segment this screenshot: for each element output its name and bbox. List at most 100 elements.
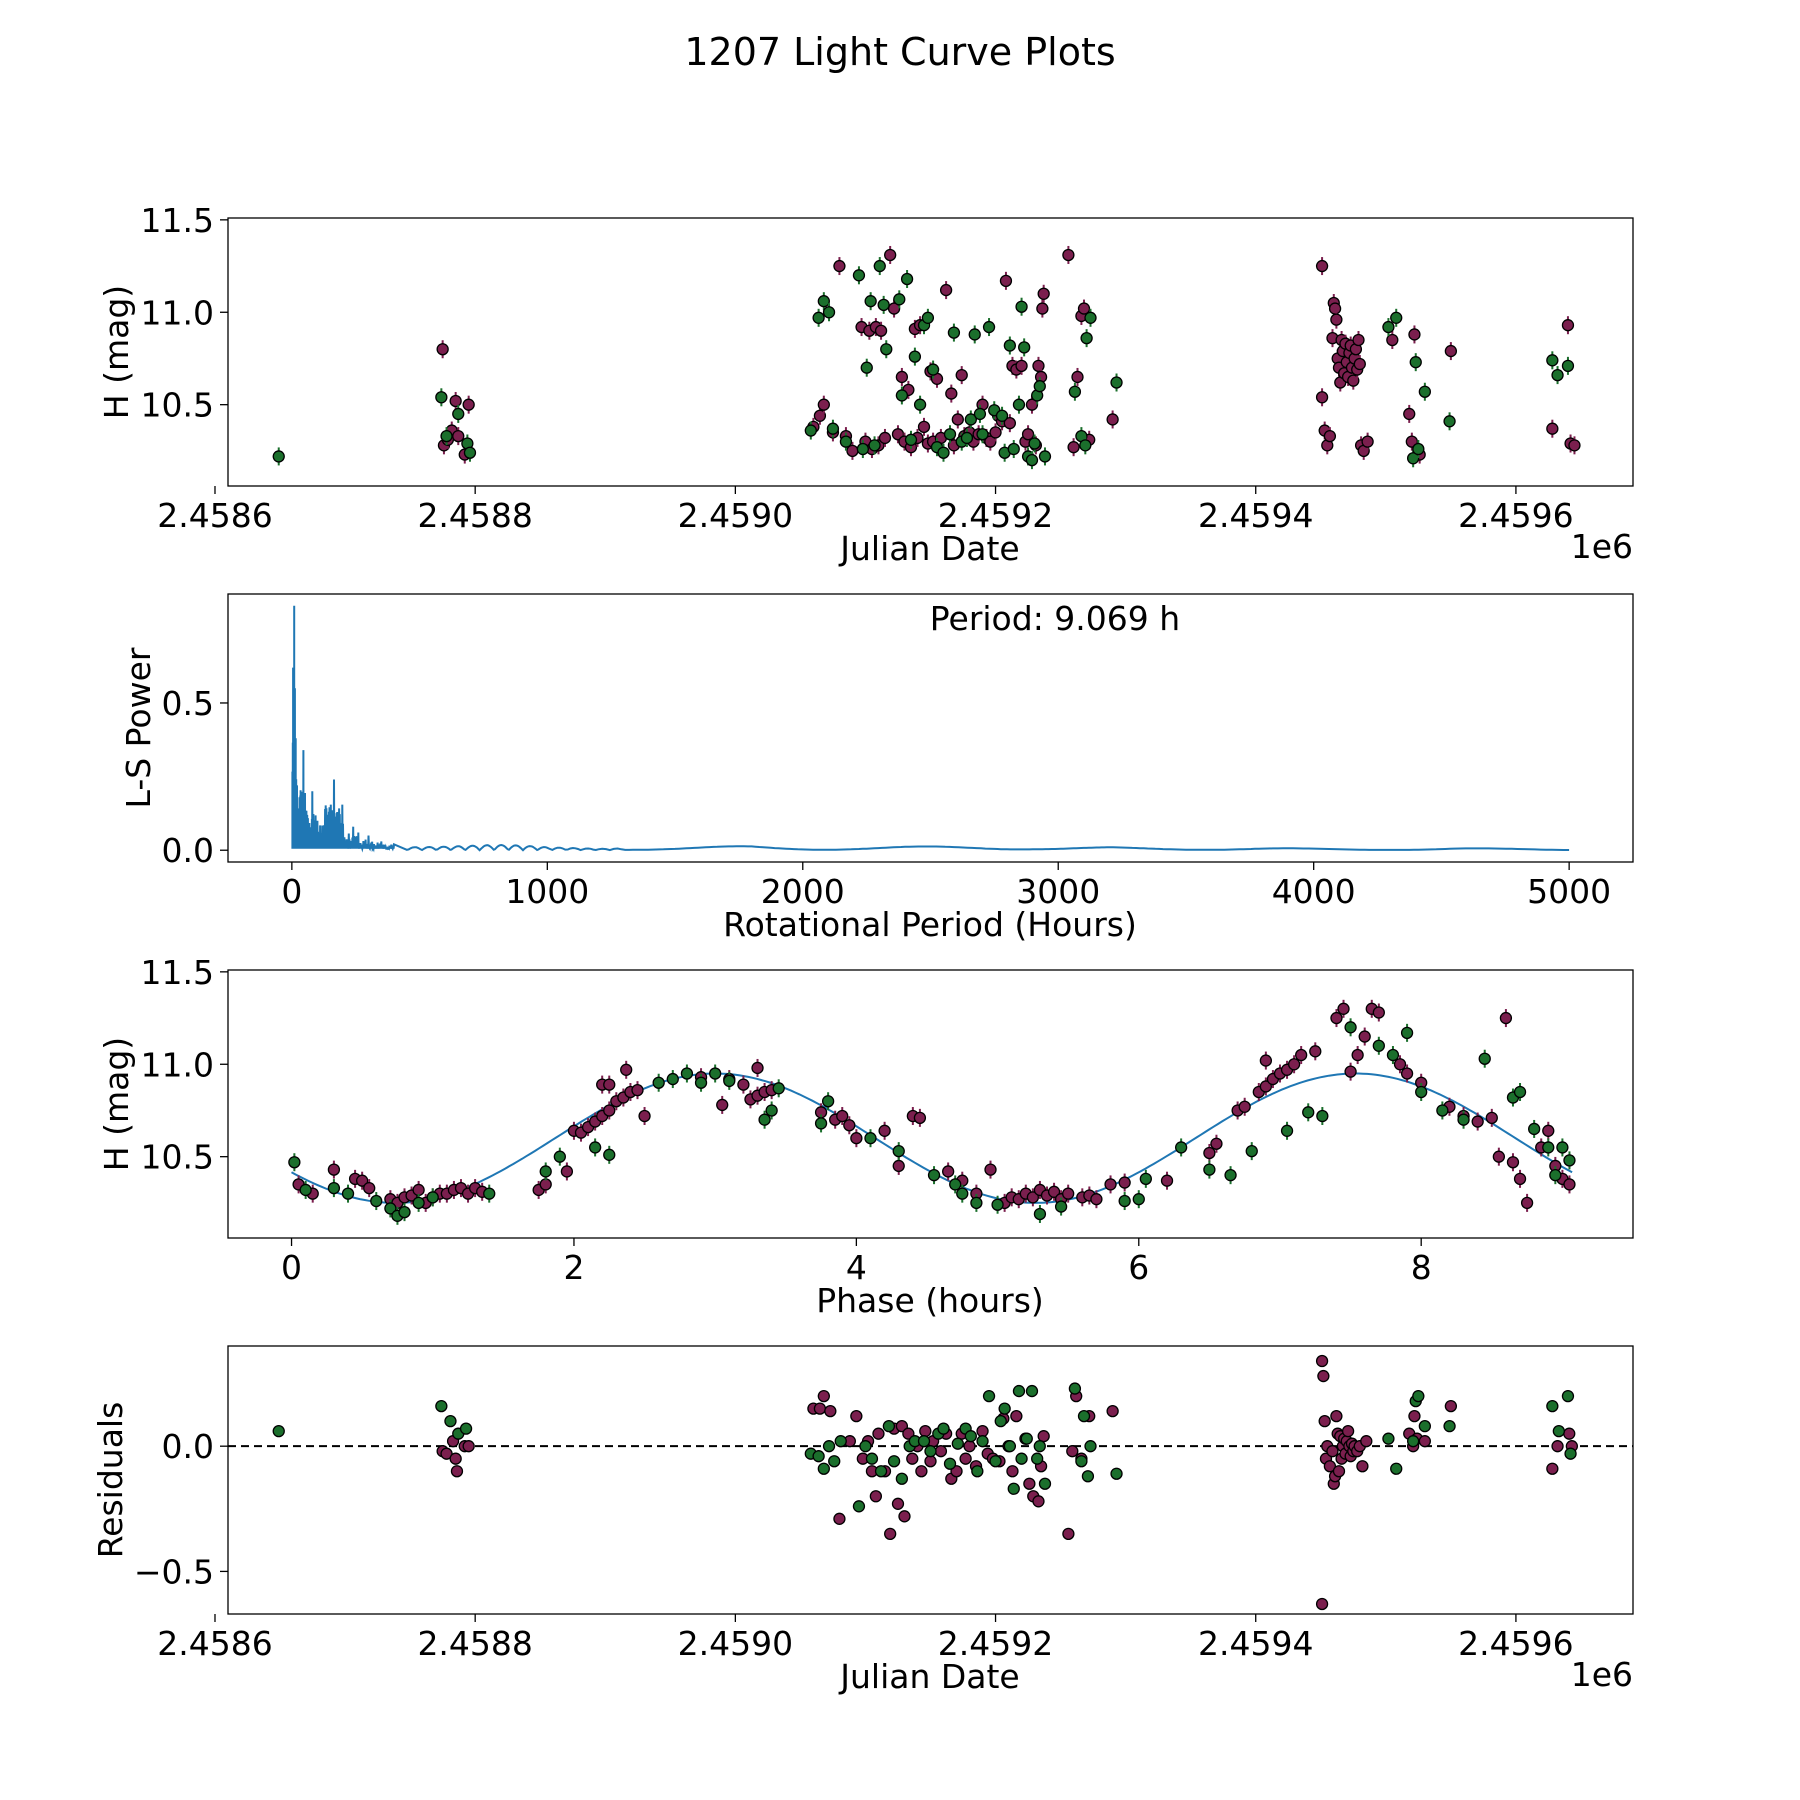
data-point-purple: [1353, 357, 1366, 371]
data-point-green: [874, 1465, 888, 1478]
data-point-green: [908, 350, 922, 363]
residuals-y-ticks: −0.5 0.0: [134, 1427, 228, 1591]
x-tick-label: 2.4594: [1198, 1624, 1313, 1663]
data-point-green: [1564, 1447, 1577, 1460]
data-point-purple: [833, 259, 846, 273]
data-point-green: [864, 295, 877, 308]
data-point-purple: [1287, 1058, 1301, 1071]
data-point-purple: [1485, 1111, 1498, 1125]
x-tick-label: 2.4588: [417, 496, 532, 535]
x-tick-label: 4000: [1272, 872, 1356, 911]
data-point-purple: [850, 1132, 863, 1145]
data-point-green: [873, 259, 886, 273]
data-point-purple: [1400, 1067, 1414, 1080]
data-point-green: [1003, 339, 1017, 352]
data-point-green: [971, 1465, 984, 1478]
data-point-purple: [603, 1104, 616, 1117]
data-point-purple: [1062, 1527, 1075, 1541]
data-point-purple: [440, 1447, 453, 1460]
data-point-purple: [1203, 1146, 1216, 1160]
data-point-green: [1443, 415, 1456, 428]
data-point-purple: [1347, 374, 1360, 387]
x-tick-label: 4: [846, 1248, 867, 1287]
residual-points: [228, 1354, 1633, 1611]
phase-fold-y-ticks: 10.5 11.0 11.5: [141, 953, 228, 1177]
data-point-purple: [355, 1174, 369, 1187]
data-point-purple: [984, 435, 997, 448]
data-point-purple: [1323, 1460, 1337, 1473]
residuals-x-label: Julian Date: [838, 1657, 1020, 1696]
data-point-purple: [1315, 1597, 1329, 1611]
data-point-green: [882, 1419, 896, 1433]
periodogram-x-ticks: 0 1000 2000 3000 4000 5000: [281, 862, 1611, 911]
data-point-green: [1028, 437, 1041, 450]
data-point-green: [817, 1462, 830, 1475]
data-point-purple: [913, 1111, 927, 1125]
data-point-purple: [1026, 1191, 1040, 1204]
data-point-green: [1436, 1104, 1449, 1117]
data-point-purple: [462, 1440, 475, 1453]
light-curve-y-ticks: 10.5 11.0 11.5: [141, 201, 228, 425]
data-point-purple: [1386, 333, 1399, 347]
data-point-purple: [1337, 1002, 1350, 1015]
data-point-green: [1081, 1470, 1095, 1483]
data-point-purple: [1403, 407, 1416, 421]
phase-fold-panel: 0 2 4 6 8 10.5 11.0 11.5 Phase (hours) H (mag): [97, 953, 1634, 1320]
data-point-green: [459, 1422, 473, 1435]
data-point-green: [1546, 1399, 1559, 1413]
data-point-purple: [817, 398, 830, 411]
y-tick-label: 0.0: [162, 831, 214, 870]
data-point-green: [435, 391, 448, 404]
residuals-x-ticks: 2.4586 2.4588 2.4590 2.4592 2.4594 2.4596: [157, 1614, 1574, 1663]
data-point-purple: [872, 1427, 885, 1440]
data-point-green: [1443, 1419, 1456, 1433]
data-point-purple: [874, 324, 888, 337]
data-point-green: [1031, 1452, 1044, 1465]
data-point-green: [989, 1455, 1002, 1468]
data-point-purple: [1356, 1460, 1369, 1473]
data-point-green: [1012, 1384, 1026, 1398]
x-tick-label: 2.4594: [1198, 496, 1313, 535]
data-point-green: [1224, 1169, 1237, 1182]
data-point-green: [1174, 1141, 1188, 1154]
data-point-purple: [363, 1181, 376, 1195]
data-point-green: [817, 295, 830, 308]
data-point-green: [926, 363, 940, 376]
data-point-green: [900, 272, 914, 286]
data-point-purple: [1351, 1048, 1364, 1062]
data-point-purple: [462, 398, 475, 411]
data-point-purple: [737, 1078, 750, 1091]
data-point-green: [1344, 1021, 1357, 1034]
data-point-green: [483, 1187, 496, 1200]
data-point-purple: [1542, 1124, 1555, 1137]
data-point-purple: [1352, 333, 1365, 347]
data-point-purple: [999, 274, 1013, 287]
data-point-purple: [1358, 1030, 1371, 1043]
data-point-purple: [850, 1409, 863, 1423]
data-point-green: [834, 1435, 847, 1448]
data-point-purple: [945, 387, 958, 400]
residuals-panel: 2.4586 2.4588 2.4590 2.4592 2.4594 2.4596 −0.…: [91, 1345, 1634, 1696]
data-point-green: [1316, 1109, 1329, 1123]
data-point-purple: [1160, 1174, 1174, 1187]
data-point-green: [964, 413, 977, 426]
data-point-green: [1390, 311, 1403, 324]
data-point-green: [1118, 1194, 1131, 1208]
data-point-green: [299, 1183, 312, 1197]
data-point-green: [412, 1196, 425, 1210]
data-point-green: [956, 1187, 969, 1200]
data-point-green: [398, 1205, 411, 1219]
data-point-green: [893, 293, 906, 306]
data-point-green: [772, 1082, 785, 1095]
data-point-green: [1054, 1200, 1068, 1213]
data-point-green: [895, 389, 909, 402]
data-point-purple: [1077, 302, 1091, 315]
data-point-green: [1077, 1409, 1091, 1423]
data-point-green: [976, 428, 989, 441]
light-curve-points: [272, 245, 1581, 470]
data-point-green: [804, 424, 817, 437]
data-point-green: [856, 442, 870, 456]
data-point-purple: [878, 1124, 891, 1137]
y-tick-label: 11.5: [141, 953, 214, 992]
data-point-purple: [539, 1178, 552, 1191]
